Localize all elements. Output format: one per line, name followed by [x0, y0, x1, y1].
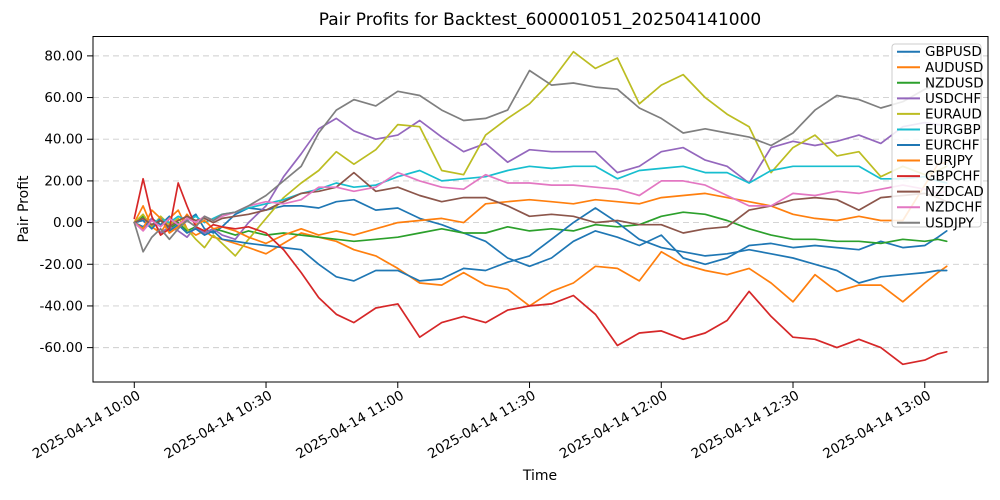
tick-labels: 80.00 60.00 40.00 20.00 0.00 -20.00 -40.00 -60.…: [30, 48, 934, 462]
legend-label-NZDCAD: NZDCAD: [925, 184, 984, 200]
series-line-GBPCHF: [133, 177, 948, 366]
legend-label-AUDUSD: AUDUSD: [925, 60, 983, 76]
legend-item-GBPCHF: GBPCHF: [897, 169, 980, 185]
legend-label-EURAUD: EURAUD: [925, 106, 982, 122]
y-tick-label: -20.00: [39, 257, 83, 273]
y-tick-label: -40.00: [39, 298, 83, 314]
x-tick-label: 2025-04-14 13:00: [820, 388, 933, 463]
x-tick-label: 2025-04-14 12:30: [689, 388, 802, 463]
legend: GBPUSDAUDUSDNZDUSDUSDCHFEURAUDEURGBPEURC…: [891, 43, 984, 231]
legend-label-GBPUSD: GBPUSD: [925, 44, 982, 60]
series-line-EURCHF: [133, 207, 948, 284]
series-line-USDCHF: [133, 117, 948, 241]
series-line-NZDCAD: [133, 171, 948, 234]
gridlines: [93, 55, 988, 349]
legend-label-EURCHF: EURCHF: [925, 138, 979, 154]
y-tick-label: -60.00: [39, 340, 83, 356]
x-tick-label: 2025-04-14 10:00: [30, 388, 143, 463]
legend-item-NZDUSD: NZDUSD: [897, 75, 984, 91]
legend-item-EURCHF: EURCHF: [897, 138, 979, 154]
y-tick-label: 80.00: [44, 48, 83, 64]
x-tick-label: 2025-04-14 11:30: [425, 388, 538, 463]
y-tick-label: 0.00: [53, 215, 83, 231]
legend-label-NZDUSD: NZDUSD: [925, 75, 984, 91]
legend-label-EURJPY: EURJPY: [925, 153, 974, 169]
legend-item-NZDCAD: NZDCAD: [897, 184, 984, 200]
x-tick-label: 2025-04-14 12:00: [557, 388, 670, 463]
legend-label-NZDCHF: NZDCHF: [925, 200, 982, 216]
legend-item-AUDUSD: AUDUSD: [897, 60, 983, 76]
series-line-EURJPY: [133, 161, 948, 245]
chart-title: Pair Profits for Backtest_600001051_2025…: [319, 10, 761, 30]
x-axis-label: Time: [522, 468, 557, 484]
legend-item-USDCHF: USDCHF: [897, 91, 981, 107]
y-tick-label: 40.00: [44, 132, 83, 148]
series-line-USDJPY: [133, 69, 948, 253]
series-lines: [133, 50, 948, 366]
axes-frame: [92, 36, 989, 383]
plot-frame: [92, 36, 989, 383]
legend-label-GBPCHF: GBPCHF: [925, 169, 980, 185]
legend-item-GBPUSD: GBPUSD: [897, 44, 982, 60]
y-axis-label: Pair Profit: [16, 175, 32, 243]
x-tick-label: 2025-04-14 11:00: [293, 388, 406, 463]
legend-item-EURAUD: EURAUD: [897, 106, 982, 122]
y-tick-label: 20.00: [44, 173, 83, 189]
legend-label-USDCHF: USDCHF: [925, 91, 981, 107]
series-line-AUDUSD: [133, 205, 948, 307]
x-tick-label: 2025-04-14 10:30: [162, 388, 275, 463]
series-line-NZDCHF: [133, 171, 948, 232]
legend-label-USDJPY: USDJPY: [925, 215, 975, 231]
legend-item-EURGBP: EURGBP: [897, 122, 981, 138]
legend-item-USDJPY: USDJPY: [897, 215, 975, 231]
series-line-EURAUD: [133, 50, 948, 257]
legend-item-EURJPY: EURJPY: [897, 153, 974, 169]
y-tick-label: 60.00: [44, 90, 83, 106]
legend-item-NZDCHF: NZDCHF: [897, 200, 982, 216]
legend-label-EURGBP: EURGBP: [925, 122, 981, 138]
legend-box: [891, 43, 982, 228]
series-line-NZDUSD: [133, 211, 948, 245]
